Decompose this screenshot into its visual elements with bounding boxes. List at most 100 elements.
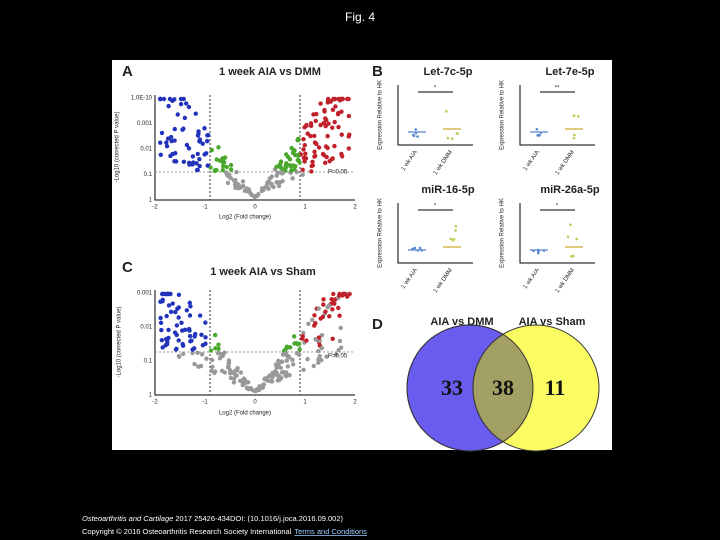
dot — [575, 237, 578, 241]
dot — [305, 356, 310, 362]
dot — [291, 148, 296, 153]
dot — [312, 133, 317, 139]
dot — [209, 357, 215, 363]
dot — [337, 313, 342, 318]
dot — [321, 302, 326, 307]
copyright: Copyright © 2016 Osteoarthritis Research… — [82, 527, 292, 536]
dot — [228, 375, 234, 381]
dot — [345, 96, 350, 102]
dot — [319, 345, 325, 351]
dot — [312, 149, 317, 155]
dot — [295, 136, 301, 142]
dot — [195, 133, 201, 138]
dot — [195, 151, 200, 157]
axis — [154, 95, 355, 201]
dot — [225, 365, 231, 370]
plot-title: miR-26a-5p — [540, 184, 600, 196]
dot — [238, 370, 244, 375]
dot — [329, 156, 335, 162]
dot — [241, 183, 246, 189]
dot — [284, 373, 289, 379]
dot — [232, 368, 238, 374]
dot — [279, 359, 284, 364]
dot — [175, 112, 180, 117]
dot — [321, 153, 327, 158]
dot — [414, 128, 418, 131]
dot — [316, 357, 321, 362]
dot — [304, 338, 309, 343]
dot — [193, 111, 198, 116]
dot — [420, 248, 424, 252]
x-tick-label: 1 — [303, 400, 307, 406]
dot — [158, 96, 163, 102]
dot — [180, 127, 185, 132]
panel-label: C — [122, 259, 133, 276]
terms-link[interactable]: Terms and Conditions — [294, 527, 367, 536]
dot — [225, 173, 230, 178]
dot — [445, 110, 448, 113]
dot — [346, 113, 352, 119]
dot — [283, 347, 288, 352]
dot — [321, 297, 326, 302]
dot — [416, 135, 419, 138]
dot — [197, 163, 202, 169]
dot — [330, 336, 335, 341]
dot — [346, 146, 352, 151]
dot — [199, 332, 204, 337]
venn-count: 33 — [441, 375, 463, 400]
dot — [164, 144, 170, 149]
dot — [166, 103, 171, 109]
dot — [418, 246, 422, 250]
dot — [200, 141, 205, 146]
dot — [330, 107, 336, 112]
dot — [265, 375, 270, 380]
dot — [172, 126, 177, 132]
dot — [317, 353, 322, 359]
dot — [220, 168, 226, 173]
dot — [158, 299, 163, 304]
dot — [294, 350, 300, 356]
dot — [160, 345, 165, 350]
plot-title: Let-7c-5p — [424, 66, 473, 78]
dot — [158, 140, 163, 145]
dot — [203, 320, 208, 325]
dot — [280, 178, 285, 184]
dot — [300, 172, 305, 177]
dot — [213, 332, 218, 338]
dot — [164, 313, 169, 319]
dot — [167, 291, 172, 297]
dot — [291, 334, 297, 339]
dot — [326, 121, 331, 126]
dot — [309, 169, 314, 174]
panel-label: A — [122, 63, 133, 80]
axis — [519, 203, 595, 264]
dot — [164, 140, 169, 145]
dot — [210, 364, 215, 370]
dot — [331, 97, 337, 102]
dot — [176, 338, 181, 343]
dot — [323, 144, 329, 149]
x-axis-label: Log2 (Fold change) — [219, 411, 271, 417]
dot — [329, 297, 334, 302]
dot — [290, 357, 295, 362]
plot-title: miR-16-5p — [421, 184, 474, 196]
dot — [203, 335, 208, 340]
dot — [290, 362, 296, 367]
dot — [199, 352, 205, 357]
citation: Osteoarthritis and Cartilage 2017 25426-… — [82, 514, 344, 523]
dot — [326, 303, 332, 308]
citation-text: 2017 25426-434DOI: (10.1016/j.joca.2016.… — [173, 514, 343, 523]
dot — [214, 157, 219, 162]
dot — [204, 151, 209, 156]
dot — [446, 136, 450, 140]
dot — [216, 145, 221, 150]
dot — [181, 159, 187, 165]
dot — [160, 291, 165, 297]
dot — [413, 246, 417, 250]
dot — [322, 160, 328, 166]
y-axis-label: Expression Relative to HK — [378, 198, 384, 268]
dot — [176, 315, 181, 320]
dot — [274, 173, 279, 178]
dot — [221, 160, 226, 166]
journal: Osteoarthritis and Cartilage — [82, 514, 173, 523]
